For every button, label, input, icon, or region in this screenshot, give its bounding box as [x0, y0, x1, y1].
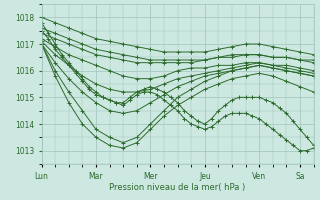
- X-axis label: Pression niveau de la mer( hPa ): Pression niveau de la mer( hPa ): [109, 183, 246, 192]
